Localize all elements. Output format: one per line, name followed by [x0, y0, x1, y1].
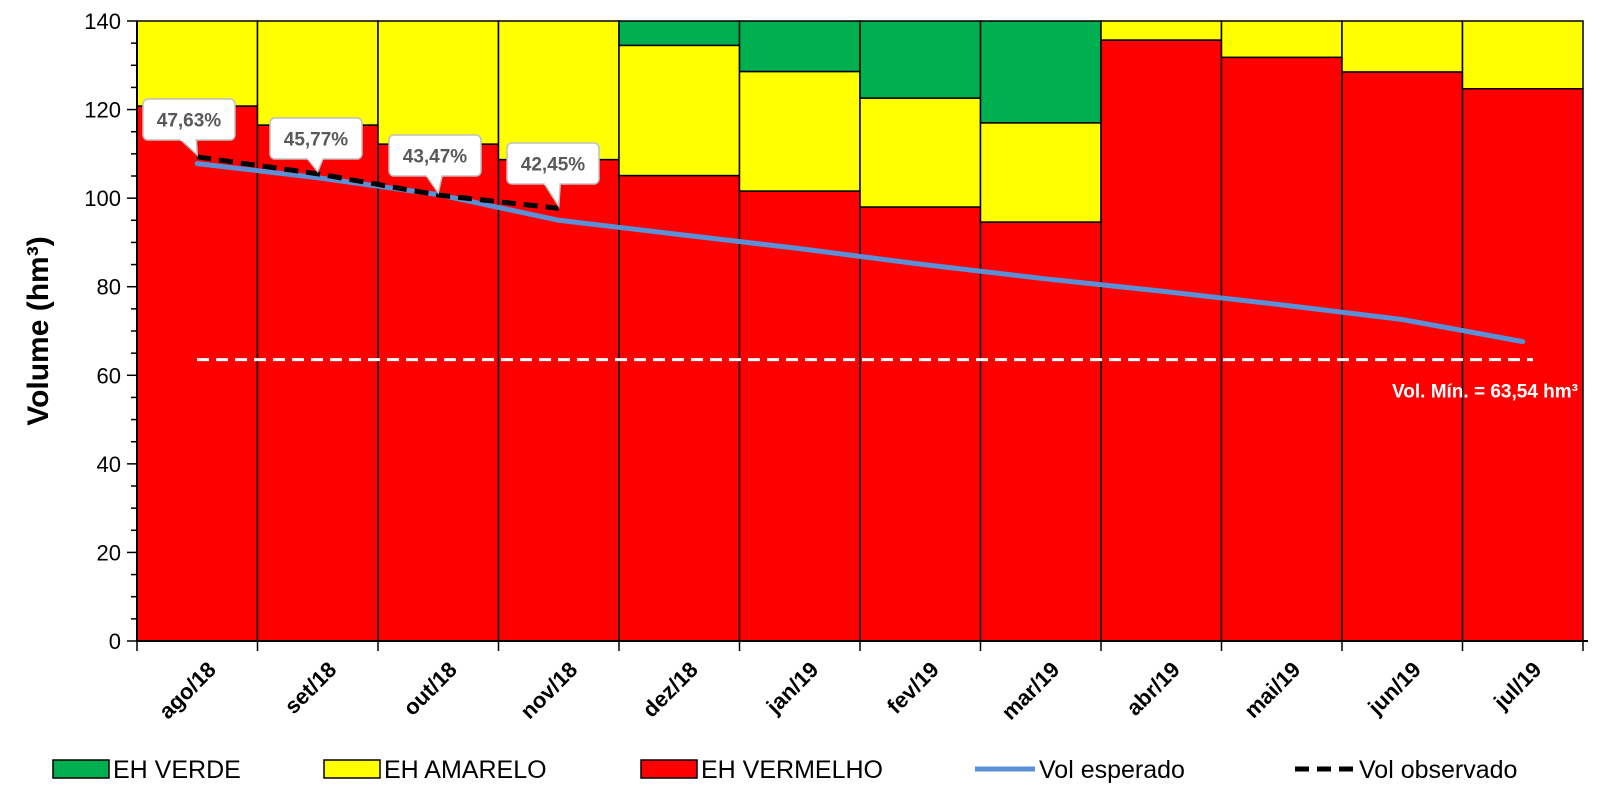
y-tick-label: 0: [109, 629, 121, 654]
bar-eh-amarelo-10: [1341, 20, 1464, 73]
y-tick-label: 120: [84, 98, 121, 123]
callout-label: 43,47%: [403, 147, 468, 168]
bar-eh-vermelho-11: [1461, 88, 1584, 642]
lines-layer: [194, 154, 1526, 345]
legend-item-eh-vermelho: EH VERMELHO: [640, 756, 883, 784]
y-tick-label: 100: [84, 186, 121, 211]
bar-eh-vermelho-3: [497, 158, 620, 642]
bar-eh-verde-5: [738, 20, 861, 73]
bar-eh-vermelho-4: [618, 174, 741, 642]
x-tick-label: abr/19: [1121, 657, 1185, 721]
legend-label: Vol esperado: [1039, 756, 1185, 784]
legend-swatch: [323, 759, 381, 779]
legend-item-vol-esperado: Vol esperado: [975, 756, 1185, 784]
y-tick-label: 40: [97, 452, 121, 477]
bars-layer: [136, 20, 1584, 642]
bar-eh-verde-6: [859, 20, 982, 99]
bar-eh-vermelho-0: [136, 105, 259, 642]
line-vol-observado: [196, 154, 560, 211]
legend-layer: EH VERDE EH AMARELO EH VERMELHO Vol esperad…: [52, 756, 1517, 784]
bar-eh-verde-4: [618, 20, 741, 47]
reference-line-label: Vol. Mín. = 63,54 hm³: [1392, 382, 1578, 403]
x-tick-label: nov/18: [515, 657, 582, 724]
y-axis-title: Volume (hm³): [22, 236, 55, 425]
bar-eh-vermelho-10: [1341, 71, 1464, 642]
y-tick-label: 60: [97, 363, 121, 388]
x-tick-label: jul/19: [1488, 657, 1546, 715]
callout-label: 42,45%: [521, 155, 586, 176]
y-tick-label: 80: [97, 275, 121, 300]
bar-eh-amarelo-6: [859, 97, 982, 208]
x-tick-label: ago/18: [154, 657, 221, 724]
callout-label: 47,63%: [157, 111, 222, 132]
legend-swatch: [640, 759, 698, 779]
callout-seam: [307, 156, 323, 160]
x-tick-label: out/18: [398, 657, 461, 720]
callout-seam: [544, 181, 560, 185]
bar-eh-amarelo-11: [1461, 20, 1584, 90]
bar-eh-amarelo-5: [738, 70, 861, 192]
bar-eh-amarelo-4: [618, 44, 741, 177]
x-tick-label: mar/19: [996, 657, 1064, 725]
legend-swatch: [52, 759, 110, 779]
callout-seam: [426, 173, 442, 177]
legend-label: EH VERMELHO: [701, 756, 883, 784]
legend-item-eh-verde: EH VERDE: [52, 756, 241, 784]
bar-eh-vermelho-5: [738, 190, 861, 642]
legend-label: EH VERDE: [113, 756, 241, 784]
callout-2: 43,47%: [388, 134, 482, 195]
legend-label: Vol observado: [1359, 756, 1517, 784]
reference-line-layer: Vol. Mín. = 63,54 hm³: [197, 358, 1578, 403]
callout-1: 45,77%: [269, 117, 363, 174]
bar-eh-verde-7: [979, 20, 1102, 124]
bar-eh-vermelho-9: [1220, 56, 1343, 642]
bar-eh-amarelo-3: [497, 20, 620, 161]
x-tick-label: set/18: [279, 657, 341, 719]
bar-eh-amarelo-7: [979, 122, 1102, 223]
legend-item-eh-amarelo: EH AMARELO: [323, 756, 547, 784]
x-tick-label: dez/18: [638, 657, 703, 722]
bar-eh-vermelho-6: [859, 206, 982, 642]
bar-eh-amarelo-8: [1100, 20, 1223, 41]
bar-eh-vermelho-2: [377, 143, 500, 642]
bar-eh-amarelo-2: [377, 20, 500, 145]
bar-eh-vermelho-8: [1100, 39, 1223, 642]
legend-label: EH AMARELO: [384, 756, 547, 784]
callout-label: 45,77%: [284, 130, 349, 151]
callouts-layer: 47,63% 45,77% 43,47% 42,45%: [142, 98, 600, 209]
bar-eh-amarelo-1: [256, 20, 379, 126]
bar-eh-vermelho-7: [979, 221, 1102, 642]
callout-seam: [180, 137, 196, 141]
x-tick-label: mai/19: [1239, 657, 1305, 723]
y-tick-label: 140: [84, 9, 121, 34]
callout-3: 42,45%: [506, 142, 600, 209]
x-tick-label: jun/19: [1362, 657, 1425, 720]
bar-eh-amarelo-0: [136, 20, 259, 107]
x-tick-label: fev/19: [882, 657, 944, 719]
y-tick-label: 20: [97, 540, 121, 565]
x-tick-label: jan/19: [761, 657, 823, 719]
bar-eh-vermelho-1: [256, 124, 379, 642]
legend-item-vol-observado: Vol observado: [1295, 756, 1517, 784]
bar-eh-amarelo-9: [1220, 20, 1343, 59]
callout-0: 47,63%: [142, 98, 236, 157]
